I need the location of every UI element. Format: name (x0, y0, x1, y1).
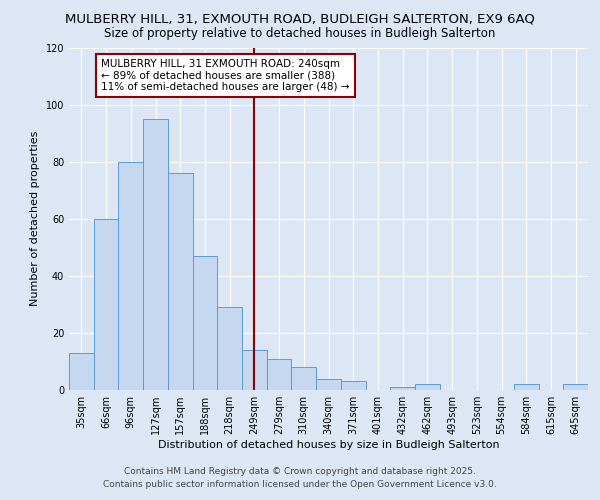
Bar (242, 350, 267, 390)
Bar (292, 367, 316, 390)
Bar (168, 173, 193, 390)
X-axis label: Distribution of detached houses by size in Budleigh Salterton: Distribution of detached houses by size … (158, 440, 499, 450)
Text: Contains HM Land Registry data © Crown copyright and database right 2025.: Contains HM Land Registry data © Crown c… (124, 467, 476, 476)
Bar (415, 384, 440, 390)
Text: Size of property relative to detached houses in Budleigh Salterton: Size of property relative to detached ho… (104, 28, 496, 40)
Bar (143, 119, 168, 390)
Text: MULBERRY HILL, 31, EXMOUTH ROAD, BUDLEIGH SALTERTON, EX9 6AQ: MULBERRY HILL, 31, EXMOUTH ROAD, BUDLEIG… (65, 12, 535, 26)
Bar (193, 256, 217, 390)
Text: Contains public sector information licensed under the Open Government Licence v3: Contains public sector information licen… (103, 480, 497, 489)
Bar (390, 387, 415, 390)
Text: MULBERRY HILL, 31 EXMOUTH ROAD: 240sqm
← 89% of detached houses are smaller (388: MULBERRY HILL, 31 EXMOUTH ROAD: 240sqm ←… (101, 59, 350, 92)
Bar (217, 307, 242, 390)
Bar (316, 378, 341, 390)
Bar (94, 219, 118, 390)
Bar (267, 358, 292, 390)
Y-axis label: Number of detached properties: Number of detached properties (30, 131, 40, 306)
Bar (69, 353, 94, 390)
Bar (118, 162, 143, 390)
Bar (341, 382, 365, 390)
Bar (514, 384, 539, 390)
Bar (563, 384, 588, 390)
